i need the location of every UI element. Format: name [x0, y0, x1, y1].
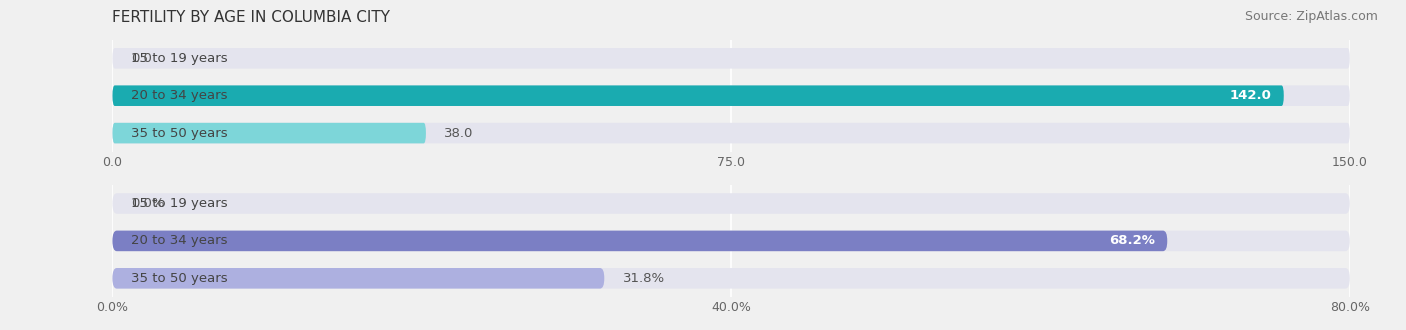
Text: 20 to 34 years: 20 to 34 years	[131, 89, 228, 102]
Text: 142.0: 142.0	[1229, 89, 1271, 102]
Text: 15 to 19 years: 15 to 19 years	[131, 52, 228, 65]
FancyBboxPatch shape	[112, 268, 605, 288]
FancyBboxPatch shape	[112, 268, 1350, 288]
Text: Source: ZipAtlas.com: Source: ZipAtlas.com	[1244, 10, 1378, 23]
FancyBboxPatch shape	[112, 85, 1284, 106]
Text: 35 to 50 years: 35 to 50 years	[131, 127, 228, 140]
FancyBboxPatch shape	[112, 231, 1350, 251]
Text: 38.0: 38.0	[444, 127, 474, 140]
Text: 20 to 34 years: 20 to 34 years	[131, 234, 228, 248]
Text: 0.0: 0.0	[131, 52, 152, 65]
FancyBboxPatch shape	[112, 85, 1350, 106]
Text: 15 to 19 years: 15 to 19 years	[131, 197, 228, 210]
Text: FERTILITY BY AGE IN COLUMBIA CITY: FERTILITY BY AGE IN COLUMBIA CITY	[112, 10, 391, 25]
FancyBboxPatch shape	[112, 123, 1350, 143]
Text: 0.0%: 0.0%	[131, 197, 165, 210]
FancyBboxPatch shape	[112, 123, 426, 143]
FancyBboxPatch shape	[112, 193, 1350, 214]
FancyBboxPatch shape	[112, 48, 1350, 69]
Text: 31.8%: 31.8%	[623, 272, 665, 285]
Text: 68.2%: 68.2%	[1109, 234, 1154, 248]
FancyBboxPatch shape	[112, 231, 1167, 251]
Text: 35 to 50 years: 35 to 50 years	[131, 272, 228, 285]
